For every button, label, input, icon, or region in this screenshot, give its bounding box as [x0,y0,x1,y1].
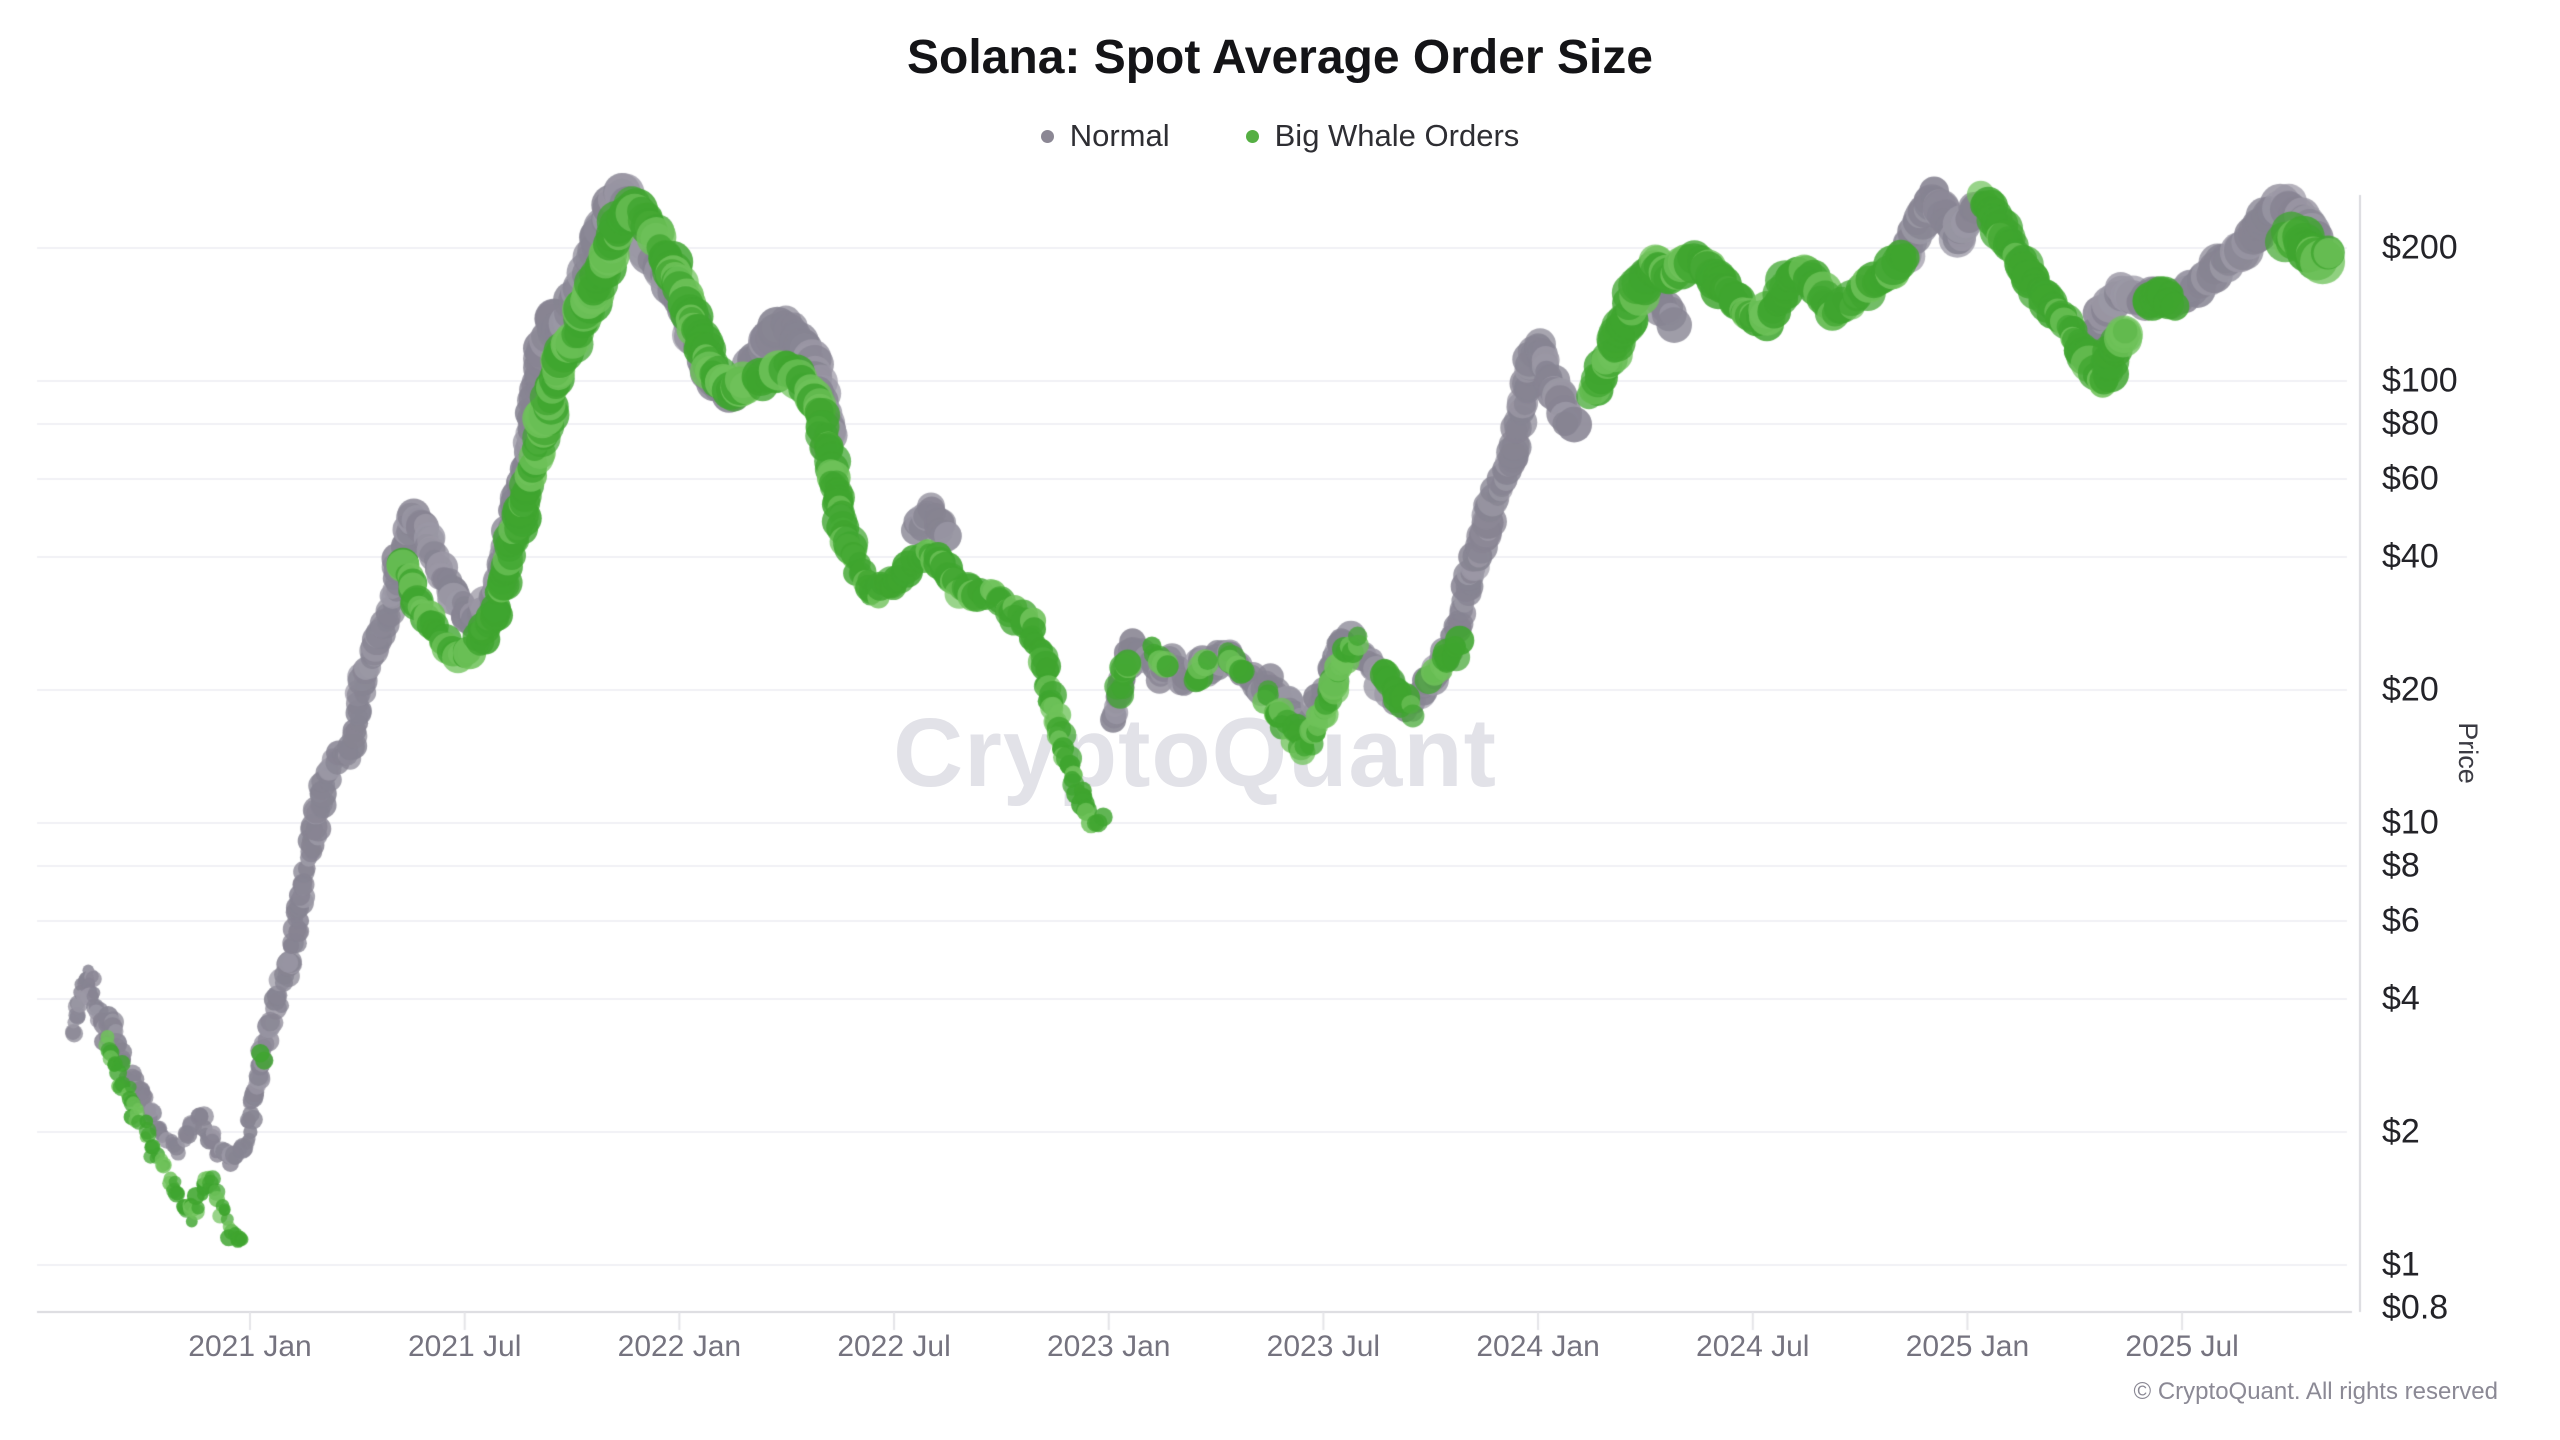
chart-window: Solana: Spot Average Order Size Normal B… [0,0,2560,1440]
scatter-plot-area[interactable] [0,0,2560,1440]
